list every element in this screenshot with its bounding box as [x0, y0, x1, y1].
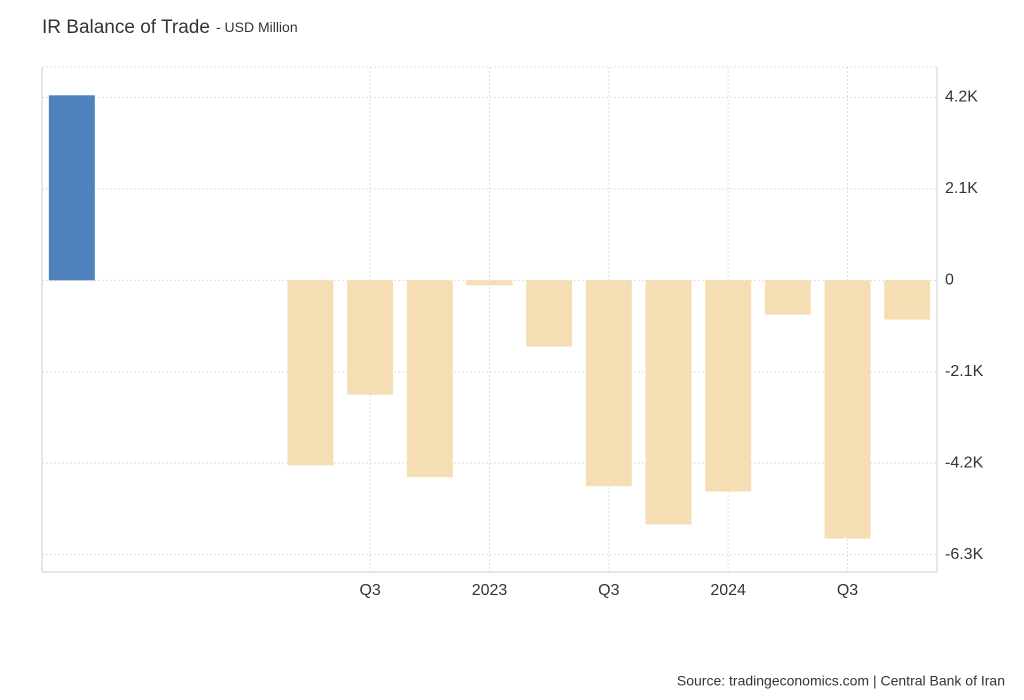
- y-tick-label: -2.1K: [945, 363, 984, 380]
- bar: [287, 280, 334, 466]
- bar: [585, 280, 632, 487]
- y-tick-label: -6.3K: [945, 546, 984, 563]
- bar: [884, 280, 931, 320]
- bar: [347, 280, 394, 395]
- y-tick-label: 4.2K: [945, 89, 978, 106]
- bar: [824, 280, 871, 539]
- x-tick-label: Q3: [598, 582, 619, 599]
- y-tick-label: -4.2K: [945, 454, 984, 471]
- bar: [645, 280, 692, 525]
- chart-title-block: IR Balance of Trade - USD Million: [42, 17, 298, 38]
- bar: [764, 280, 811, 315]
- x-tick-label: Q3: [359, 582, 380, 599]
- x-tick-label: Q3: [837, 582, 858, 599]
- bar: [406, 280, 453, 478]
- y-tick-label: 0: [945, 272, 954, 289]
- y-tick-label: 2.1K: [945, 180, 978, 197]
- x-tick-label: 2024: [710, 582, 746, 599]
- bar: [466, 280, 513, 286]
- chart-subtitle: - USD Million: [216, 19, 298, 35]
- source: Source: tradingeconomics.com | Central B…: [677, 673, 1005, 689]
- x-tick-label: 2023: [472, 582, 508, 599]
- bar: [526, 280, 573, 347]
- bar: [705, 280, 752, 492]
- chart-title: IR Balance of Trade: [42, 17, 210, 38]
- bar: [48, 95, 95, 281]
